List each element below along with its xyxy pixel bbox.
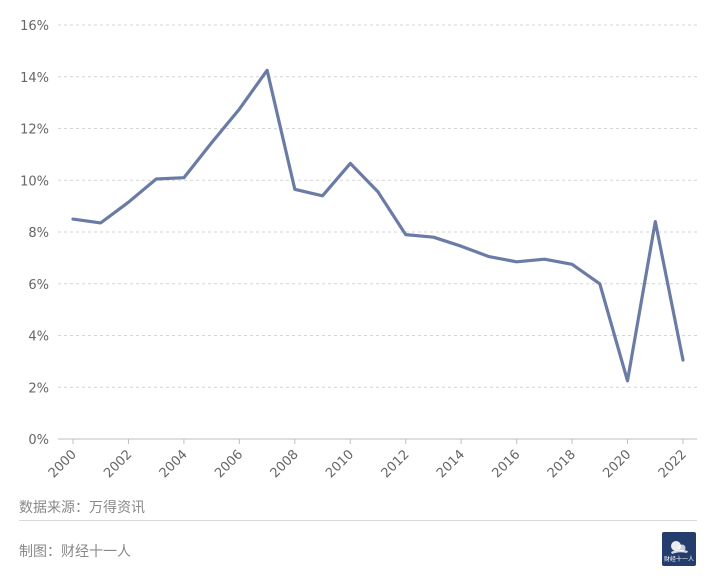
footer-divider [19,520,697,521]
x-axis-tick-labels: 2000 2002 2004 2006 2008 2010 2012 2014 2016 2018… [46,447,690,481]
y-tick-label: 14% [20,71,49,86]
x-tick-label: 2010 [323,447,357,481]
x-tick-label: 2008 [268,447,302,481]
y-tick-label: 16% [20,19,49,34]
x-tick-label: 2004 [157,447,191,481]
y-tick-label: 10% [20,174,49,189]
x-tick-label: 2014 [434,447,468,481]
x-axis [58,438,697,444]
y-tick-label: 8% [28,226,49,241]
logo-icon [662,532,696,566]
chart-credit: 制图：财经十一人 [19,544,131,560]
y-tick-label: 12% [20,123,49,138]
x-tick-label: 2022 [656,447,690,481]
publisher-logo: 财经十一人 [662,532,696,566]
x-tick-label: 2018 [545,447,579,481]
data-source-note: 数据来源：万得资讯 [19,500,145,516]
x-tick-label: 2006 [212,447,246,481]
x-tick-label: 2002 [101,447,135,481]
x-tick-label: 2000 [46,447,80,481]
y-axis-tick-labels: 0% 2% 4% 6% 8% 10% 12% 14% 16% [20,19,49,448]
y-tick-label: 2% [28,381,49,396]
x-tick-label: 2012 [379,447,413,481]
logo-text: 财经十一人 [663,556,694,563]
y-tick-label: 0% [28,433,49,448]
line-chart: 0%2%4%6%8%10%12%14%16% 2000 2002 2004 2006 2… [20,19,697,481]
y-tick-label: 6% [28,278,49,293]
series-group [71,68,685,383]
x-tick-label: 2020 [600,447,634,481]
x-tick-label: 2016 [489,447,523,481]
y-tick-label: 4% [28,330,49,345]
gridlines [58,24,697,388]
series-line [71,68,685,383]
